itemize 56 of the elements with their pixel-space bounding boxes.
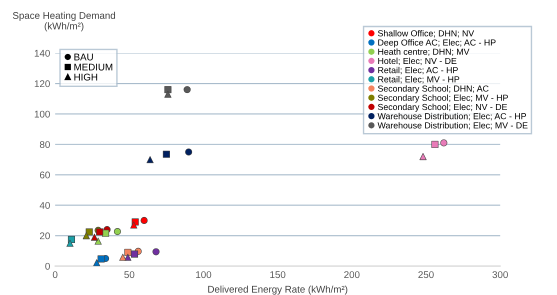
legend-label: Secondary School; DHN; AC bbox=[378, 85, 489, 94]
y-tick-label: 80 bbox=[40, 141, 50, 148]
y-tick-label: 140 bbox=[34, 50, 50, 57]
y-axis-title: Space Heating Demand (kWh/m²) bbox=[12, 12, 116, 32]
point bbox=[431, 140, 438, 148]
point bbox=[82, 232, 90, 240]
point bbox=[130, 250, 138, 258]
annotation: BAU bbox=[74, 54, 93, 60]
point bbox=[124, 248, 132, 256]
point bbox=[440, 139, 448, 146]
y-tick-label: 60 bbox=[40, 172, 50, 178]
point bbox=[102, 230, 110, 237]
legend-label: Shallow Office; DHN; NV bbox=[378, 30, 474, 38]
point bbox=[140, 216, 148, 224]
point bbox=[130, 221, 138, 229]
point bbox=[66, 240, 74, 247]
y-tick-label: 100 bbox=[34, 110, 50, 118]
legend-label: Warehouse Distribution; Elec; AC - HP bbox=[378, 112, 526, 120]
x-tick-label: 300 bbox=[492, 271, 508, 278]
point bbox=[90, 234, 98, 241]
legend-label: Warehouse Distribution; Elec; MV - DE bbox=[378, 122, 528, 130]
point bbox=[420, 153, 427, 160]
point bbox=[124, 254, 132, 261]
point bbox=[164, 90, 172, 98]
annotation: MEDIUM bbox=[74, 64, 112, 71]
x-tick-label: 0 bbox=[52, 271, 58, 278]
x-tick-label: 250 bbox=[418, 271, 434, 278]
legend-label: Retail; Elec; AC - HP bbox=[378, 66, 458, 74]
legend-label: Secondary School; Elec; MV - HP bbox=[378, 94, 508, 103]
x-axis-title: Delivered Energy Rate (kWh/m²) bbox=[208, 286, 348, 295]
legend-label: Retail; Elec; MV - HP bbox=[378, 76, 460, 84]
legend-label: Deep Office AC; Elec; AC - HP bbox=[378, 39, 496, 48]
y-tick-label: 120 bbox=[34, 80, 50, 88]
x-tick-label: 50 bbox=[124, 271, 134, 278]
point bbox=[184, 86, 191, 94]
point bbox=[164, 86, 172, 94]
point bbox=[185, 148, 192, 156]
point bbox=[86, 228, 93, 236]
x-tick-label: 200 bbox=[344, 271, 360, 278]
point bbox=[93, 259, 100, 266]
y-tick-label: 0 bbox=[45, 262, 50, 270]
y-tick-label: 40 bbox=[40, 202, 50, 209]
legend-label: Heath centre; DHN; MV bbox=[378, 48, 470, 56]
point bbox=[146, 156, 154, 164]
x-tick-label: 100 bbox=[196, 271, 212, 278]
legend-label: Hotel; Elec; NV - DE bbox=[378, 58, 456, 66]
point bbox=[119, 254, 126, 261]
point bbox=[152, 248, 160, 256]
point bbox=[114, 228, 121, 236]
y-tick-label: 20 bbox=[40, 232, 50, 240]
legend-label: Secondary School; Elec; NV - DE bbox=[378, 104, 508, 112]
point bbox=[162, 150, 170, 158]
annotation: HIGH bbox=[74, 74, 98, 81]
x-tick-label: 150 bbox=[270, 271, 286, 278]
point bbox=[94, 238, 102, 245]
point bbox=[98, 255, 105, 262]
